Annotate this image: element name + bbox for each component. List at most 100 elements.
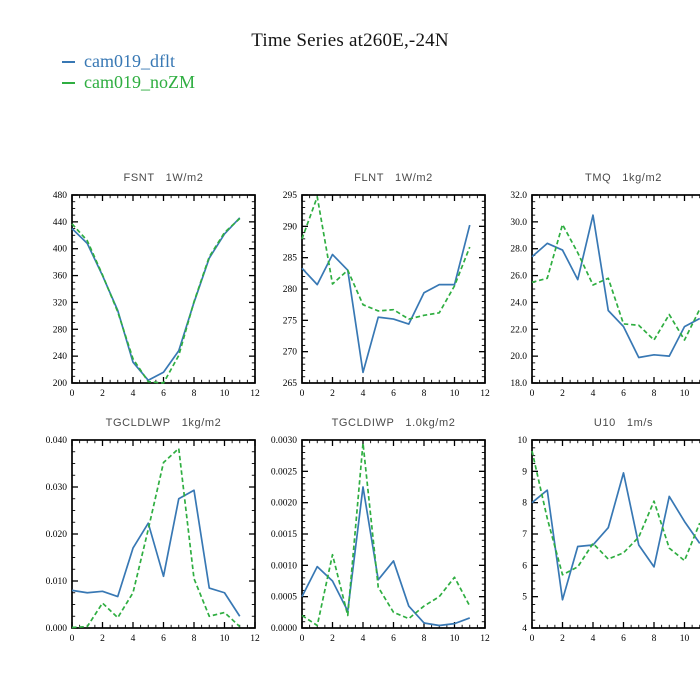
line-swatch-icon: [62, 81, 75, 84]
y-tick-label: 280: [283, 285, 298, 295]
x-tick-label: 4: [361, 389, 366, 399]
x-tick-label: 8: [652, 389, 657, 399]
y-tick-label: 0.000: [46, 624, 68, 634]
x-tick-label: 0: [70, 634, 75, 644]
y-tick-label: 200: [53, 379, 68, 389]
y-tick-label: 0.040: [46, 436, 68, 446]
y-tick-label: 4: [522, 624, 527, 634]
chart-svg: U10 1m/s02468101245678910: [518, 417, 700, 644]
chart-svg: FSNT 1W/m2 0 2 4 6 8 10 12 200 240 280 320 360 400 440…: [53, 172, 260, 399]
series-line-cam019_noZM: [301, 196, 471, 320]
y-tick-label: 270: [283, 348, 298, 358]
y-tick-label: 0.030: [46, 483, 68, 493]
x-tick-label: 0: [300, 634, 305, 644]
x-tick-label: 2: [560, 634, 565, 644]
x-tick-label: 2: [330, 634, 335, 644]
x-tick-label: 8: [652, 634, 657, 644]
series-line-cam019_noZM: [531, 223, 700, 341]
x-tick-label: 4: [131, 389, 136, 399]
y-tick-label: 10: [518, 436, 528, 446]
x-tick-label: 2: [100, 389, 105, 399]
chart-svg: TGCLDLWP 1kg/m2 0 2 4 6 8 10 12 0.000 0.010 0.020 0…: [46, 417, 260, 644]
y-tick-label: 7: [522, 530, 527, 540]
x-tick-label: 4: [361, 634, 366, 644]
x-tick-label: 10: [680, 389, 690, 399]
chart-svg: TGCLDIWP 1.0kg/m2 0 2 4 6 8 10 12 0.0000 0.0005 0.…: [271, 417, 490, 644]
x-tick-label: 10: [220, 389, 230, 399]
y-tick-label: 0.020: [46, 530, 68, 540]
x-tick-label: 0: [300, 389, 305, 399]
y-tick-label: 32.0: [510, 191, 527, 201]
series-line-cam019_noZM: [71, 217, 241, 384]
y-tick-label: 8: [522, 499, 527, 509]
x-tick-label: 12: [480, 389, 490, 399]
series-line-cam019_dflt: [71, 489, 241, 617]
x-tick-label: 6: [621, 389, 626, 399]
y-tick-label: 0.0000: [271, 624, 297, 634]
y-tick-label: 28.0: [510, 245, 527, 255]
y-tick-label: 30.0: [510, 218, 527, 228]
x-tick-label: 6: [391, 389, 396, 399]
x-tick-label: 2: [330, 389, 335, 399]
x-tick-label: 12: [250, 634, 260, 644]
chart-title: U10 1m/s: [594, 417, 653, 429]
legend-item-nozm: cam019_noZM: [62, 72, 195, 93]
chart-panel-u10: U10 1m/s02468101245678910: [500, 411, 700, 656]
legend: cam019_dflt cam019_noZM: [62, 51, 195, 93]
y-tick-label: 26.0: [510, 272, 527, 282]
series-line-cam019_dflt: [71, 217, 241, 382]
y-tick-label: 320: [53, 298, 68, 308]
x-tick-label: 10: [450, 634, 460, 644]
x-tick-label: 8: [192, 389, 197, 399]
x-tick-label: 8: [422, 634, 427, 644]
chart-svg: FLNT 1W/m2 0 2 4 6 8 10 12 265 270 275 280 285 290 295: [283, 172, 490, 399]
y-tick-label: 0.0020: [271, 499, 297, 509]
chart-title: TGCLDLWP 1kg/m2: [106, 417, 222, 429]
y-tick-label: 0.0030: [271, 436, 297, 446]
y-tick-label: 6: [522, 561, 527, 571]
x-tick-label: 12: [480, 634, 490, 644]
y-tick-label: 22.0: [510, 325, 527, 335]
series-line-cam019_dflt: [531, 472, 700, 601]
y-tick-label: 295: [283, 191, 298, 201]
y-tick-label: 0.0025: [271, 467, 297, 477]
y-tick-label: 400: [53, 245, 68, 255]
y-tick-label: 0.0005: [271, 593, 297, 603]
series-line-cam019_noZM: [531, 450, 700, 576]
chart-panel-tmq: TMQ 1kg/m202468101218.020.022.024.026.02…: [500, 166, 700, 411]
chart-title: FSNT 1W/m2: [124, 172, 204, 184]
y-tick-label: 9: [522, 467, 527, 477]
chart-panel-tgcldlwp: TGCLDLWP 1kg/m2 0 2 4 6 8 10 12 0.000 0.010 0.020 0…: [40, 411, 273, 656]
x-tick-label: 0: [530, 634, 535, 644]
y-tick-label: 0.0010: [271, 561, 297, 571]
y-tick-label: 360: [53, 272, 68, 282]
chart-svg: TMQ 1kg/m202468101218.020.022.024.026.02…: [510, 172, 700, 399]
y-tick-label: 285: [283, 254, 298, 264]
x-tick-label: 10: [450, 389, 460, 399]
x-tick-label: 6: [161, 634, 166, 644]
x-tick-label: 6: [391, 634, 396, 644]
y-tick-label: 290: [283, 222, 298, 232]
legend-label: cam019_noZM: [84, 72, 195, 92]
x-tick-label: 10: [680, 634, 690, 644]
x-tick-label: 8: [422, 389, 427, 399]
series-line-cam019_noZM: [71, 447, 241, 629]
x-tick-label: 2: [560, 389, 565, 399]
line-swatch-icon: [62, 60, 75, 63]
chart-title: TMQ 1kg/m2: [585, 172, 662, 184]
y-tick-label: 240: [53, 352, 68, 362]
chart-title: FLNT 1W/m2: [354, 172, 433, 184]
x-tick-label: 8: [192, 634, 197, 644]
x-tick-label: 0: [70, 389, 75, 399]
chart-panel-tgcldiwp: TGCLDIWP 1.0kg/m2 0 2 4 6 8 10 12 0.0000 0.0005 0.…: [270, 411, 503, 656]
x-tick-label: 0: [530, 389, 535, 399]
y-tick-label: 280: [53, 325, 68, 335]
chart-title: TGCLDIWP 1.0kg/m2: [332, 417, 456, 429]
x-tick-label: 4: [591, 634, 596, 644]
y-tick-label: 275: [283, 316, 298, 326]
x-tick-label: 4: [131, 634, 136, 644]
y-tick-label: 18.0: [510, 379, 527, 389]
x-tick-label: 12: [250, 389, 260, 399]
series-line-cam019_noZM: [301, 442, 471, 627]
x-tick-label: 6: [161, 389, 166, 399]
